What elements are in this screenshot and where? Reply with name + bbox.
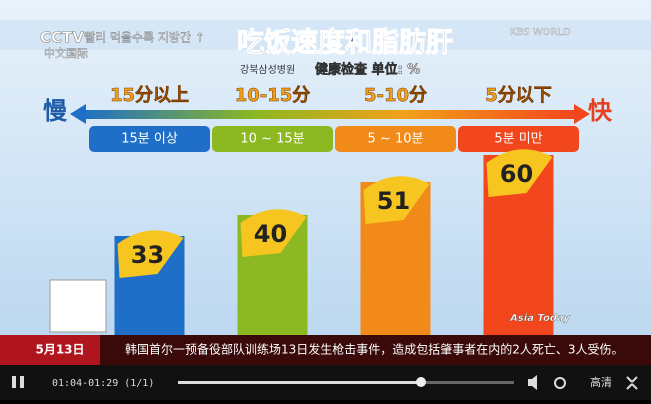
ticker-text: 韩国首尔一预备役部队训练场13日发生枪击事件，造成包括肇事者在内的2人死亡、3人… (125, 342, 624, 357)
arrow-head-right (574, 104, 590, 124)
channel-sub: 中文国际 (44, 46, 88, 60)
category-box (89, 126, 210, 152)
speed-arrow (82, 110, 577, 119)
time-display: 01:04-01:29 (1/1) (52, 378, 154, 389)
pause-button[interactable] (12, 376, 24, 388)
header-category: 5分以下 (485, 85, 552, 106)
subtitle: 健康检查 单位: % (315, 62, 420, 78)
category-box (212, 126, 333, 152)
fullscreen-button[interactable] (626, 376, 638, 390)
value-label: 33 (131, 241, 164, 269)
channel-logo: CCTV (40, 29, 84, 47)
corner-logo: Asia Today (509, 313, 570, 324)
x-tick-label: 15분 이상 (121, 132, 178, 147)
ticker-bar (0, 335, 651, 365)
source: 강북삼성병원 (240, 64, 295, 76)
volume-button[interactable] (528, 375, 537, 390)
settings-button[interactable] (554, 377, 566, 389)
partner-logo: KBS WORLD (510, 27, 571, 38)
chart-title: 吃饭速度和脂肪肝 (237, 27, 453, 59)
value-bubble (117, 230, 184, 278)
value-label: 40 (254, 220, 287, 248)
value-label: 60 (500, 160, 533, 188)
quality-button[interactable]: 高清 (590, 375, 612, 389)
x-tick-label: 5 ~ 10분 (368, 132, 424, 147)
korean-caption: 빨리 먹을수록 지방간 ↑ (84, 31, 205, 45)
x-tick-label: 10 ~ 15분 (240, 132, 304, 147)
arrow-head-left (70, 104, 86, 124)
progress-handle[interactable] (416, 377, 426, 387)
value-bubble (363, 176, 430, 224)
value-bubble (486, 149, 553, 197)
title-band (0, 20, 651, 50)
slow-label: 慢 (43, 97, 68, 125)
value-label: 51 (377, 187, 410, 215)
category-box (458, 126, 579, 152)
x-tick-label: 5분 미만 (494, 132, 542, 147)
category-box (335, 126, 456, 152)
value-bubble (240, 209, 307, 257)
progress-played (178, 381, 421, 384)
ticker-date: 5月13日 (35, 343, 84, 357)
header-category: 5-10分 (364, 85, 427, 106)
qr-code (49, 279, 107, 333)
header-category: 15分以上 (110, 85, 189, 106)
ticker-date-box (0, 335, 100, 365)
chart: 15分以上 10-15分 5-10分 5分以下 15분 이상 33 10 ~ 15분 40 5 … (89, 85, 579, 335)
header-category: 10-15分 (235, 85, 311, 106)
fast-label: 快 (588, 97, 613, 125)
